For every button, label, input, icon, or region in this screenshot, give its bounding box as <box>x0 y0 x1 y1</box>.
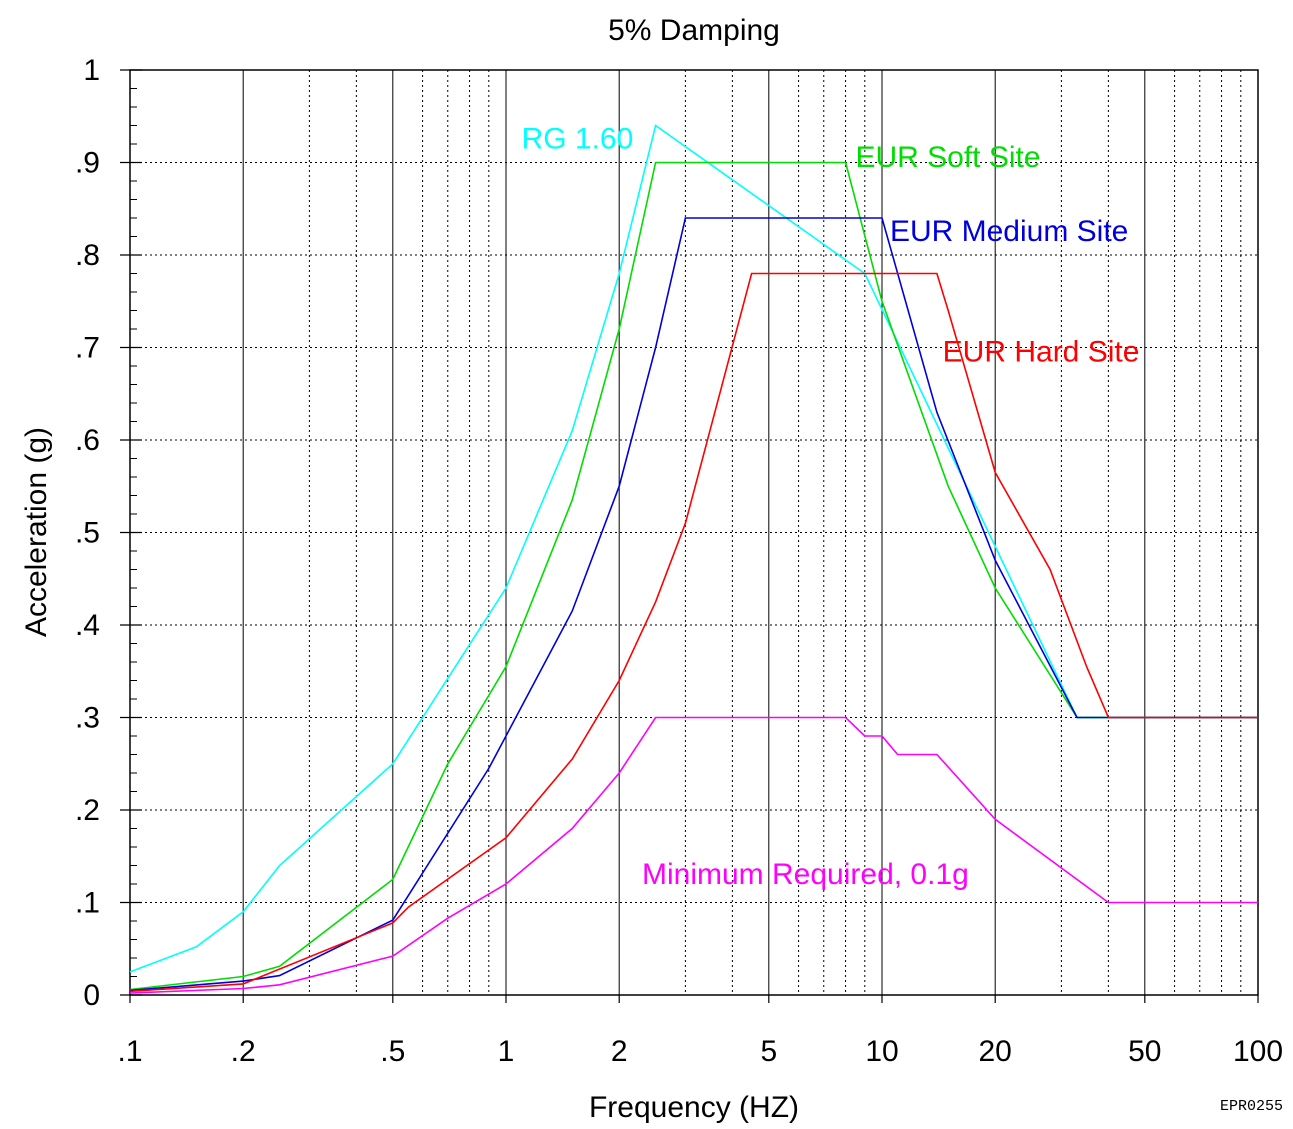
y-tick-label: .5 <box>75 517 100 550</box>
x-tick-label: .2 <box>231 1035 256 1068</box>
series-label-2: EUR Medium Site <box>890 215 1128 248</box>
series-label-3: EUR Hard Site <box>943 335 1140 368</box>
y-tick-label: .9 <box>75 147 100 180</box>
x-tick-label: .5 <box>380 1035 405 1068</box>
x-tick-label: 5 <box>760 1035 777 1068</box>
y-tick-label: .2 <box>75 794 100 827</box>
y-tick-label: 1 <box>83 54 100 87</box>
x-tick-label: 100 <box>1233 1035 1283 1068</box>
y-tick-label: .4 <box>75 609 100 642</box>
x-tick-label: 20 <box>978 1035 1011 1068</box>
grid-lines <box>130 70 1258 995</box>
series-label-1: EUR Soft Site <box>855 141 1040 174</box>
x-tick-label: .1 <box>117 1035 142 1068</box>
series-lines <box>129 124 1258 994</box>
y-axis-label: Acceleration (g) <box>20 427 53 637</box>
plot-frame <box>129 69 1259 996</box>
x-tick-label: 50 <box>1128 1035 1161 1068</box>
figure-id-footnote: EPR0255 <box>1220 1098 1283 1115</box>
x-axis-label: Frequency (HZ) <box>589 1091 799 1124</box>
series-label-0: RG 1.60 <box>522 123 634 156</box>
y-tick-label: .1 <box>75 887 100 920</box>
axis-ticks: 0 .1 .2 .3 .4 .5 .6 .7 .8 .9 1 .1 .2 .5 1 2 5 10 20 50 100 <box>75 54 1283 1068</box>
series-line-0 <box>129 124 1258 973</box>
chart-title: 5% Damping <box>608 14 780 47</box>
y-tick-label: .6 <box>75 424 100 457</box>
y-tick-label: .3 <box>75 702 100 735</box>
series-line-1 <box>129 161 1258 991</box>
series-annotations: RG 1.60 EUR Soft Site EUR Medium Site EUR H… <box>522 123 1140 891</box>
x-tick-label: 2 <box>611 1035 628 1068</box>
x-tick-label: 1 <box>498 1035 515 1068</box>
series-line-3 <box>129 272 1258 993</box>
series-label-4: Minimum Required, 0.1g <box>642 858 969 891</box>
x-tick-label: 10 <box>865 1035 898 1068</box>
series-line-2 <box>129 217 1258 992</box>
y-tick-label: .7 <box>75 332 100 365</box>
y-tick-label: 0 <box>83 979 100 1012</box>
series-line-4 <box>129 716 1258 994</box>
y-tick-label: .8 <box>75 239 100 272</box>
